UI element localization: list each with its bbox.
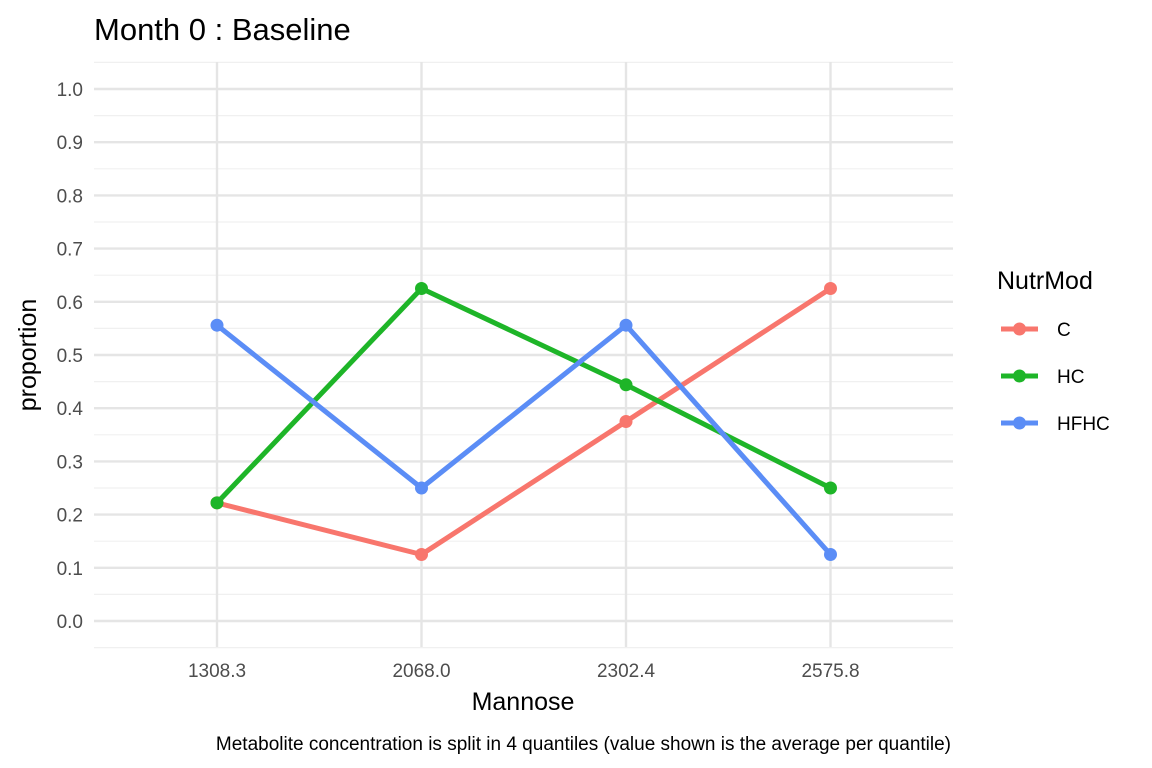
data-point-hfhc: [619, 318, 633, 332]
x-tick-label: 2302.4: [597, 661, 656, 682]
legend-items: C HC HFHC: [1001, 320, 1110, 435]
y-tick-label: 0.0: [57, 612, 83, 633]
series-line-hfhc: [215, 322, 833, 557]
y-tick-label: 1.0: [57, 80, 83, 101]
data-point-hc: [619, 378, 633, 392]
series-layer: [210, 282, 837, 561]
data-point-hfhc: [210, 318, 224, 332]
legend-item-hc: HC: [1001, 367, 1084, 388]
data-point-hc: [210, 496, 224, 510]
data-point-c: [415, 548, 428, 561]
x-axis-title: Mannose: [472, 688, 575, 716]
legend-key-point: [1013, 369, 1026, 383]
y-tick-label: 0.2: [57, 506, 83, 527]
axis-layer: 0.0 0.1 0.2 0.3 0.4 0.5 0.6 0.7 0.8 0.9 1.0 1308.3 2…: [57, 80, 860, 682]
y-tick-label: 0.1: [57, 559, 83, 580]
data-point-hc: [824, 481, 837, 495]
x-tick-label: 2575.8: [801, 661, 859, 682]
legend-label: HFHC: [1057, 414, 1110, 435]
legend-key-point: [1013, 322, 1026, 336]
y-tick-label: 0.7: [57, 240, 83, 261]
data-point-hfhc: [415, 481, 428, 495]
x-tick-label: 1308.3: [188, 661, 246, 682]
y-tick-label: 0.9: [57, 133, 83, 154]
series-line-c: [216, 286, 832, 557]
y-tick-label: 0.3: [57, 452, 83, 473]
y-tick-label: 0.6: [57, 293, 83, 314]
legend-item-hfhc: HFHC: [1001, 414, 1110, 435]
legend-label: HC: [1057, 367, 1084, 388]
y-tick-label: 0.4: [57, 399, 84, 420]
y-tick-label: 0.8: [57, 186, 83, 207]
x-tick-label: 2068.0: [392, 661, 450, 682]
data-point-hc: [415, 282, 428, 295]
legend-title: NutrMod: [997, 267, 1093, 295]
legend: NutrMod C HC HFHC: [997, 267, 1110, 435]
data-point-c: [619, 415, 633, 428]
legend-item-c: C: [1001, 320, 1071, 341]
data-point-c: [824, 282, 837, 295]
y-axis-title: proportion: [14, 299, 42, 412]
chart-title: Month 0 : Baseline: [94, 12, 351, 47]
grid-layer: [94, 61, 953, 649]
legend-label: C: [1057, 320, 1071, 341]
y-tick-label: 0.5: [57, 346, 83, 367]
data-point-hfhc: [824, 548, 837, 561]
chart-caption: Metabolite concentration is split in 4 q…: [216, 734, 951, 755]
legend-key-point: [1013, 416, 1026, 430]
